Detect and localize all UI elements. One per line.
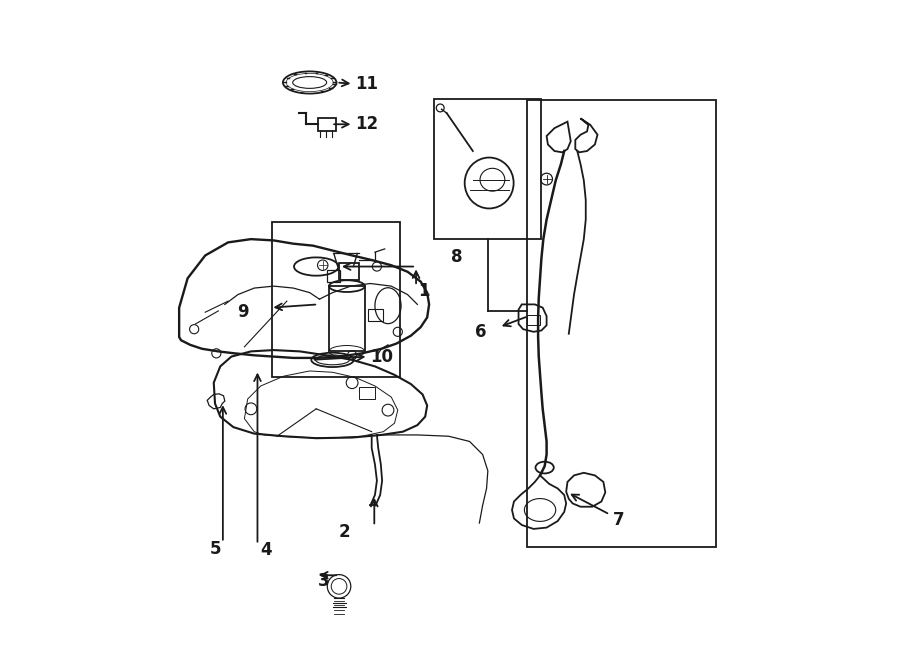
Text: 5: 5: [210, 540, 220, 558]
Bar: [434, 98, 542, 239]
Bar: [368, 309, 382, 321]
Bar: [527, 100, 716, 547]
Text: 12: 12: [356, 115, 379, 134]
Bar: [273, 222, 400, 377]
Bar: [328, 270, 340, 282]
Text: 11: 11: [356, 75, 378, 93]
Bar: [358, 387, 375, 399]
Text: 7: 7: [613, 511, 625, 529]
Bar: [329, 286, 365, 352]
Text: 6: 6: [475, 323, 487, 341]
Text: 10: 10: [371, 348, 393, 366]
Bar: [339, 263, 358, 280]
Text: 2: 2: [338, 523, 350, 541]
Text: 4: 4: [260, 541, 272, 559]
Text: 8: 8: [451, 249, 463, 266]
Bar: [527, 315, 540, 325]
Text: 1: 1: [418, 282, 430, 300]
Text: 3: 3: [318, 572, 329, 590]
Text: 9: 9: [238, 303, 249, 321]
Bar: [319, 118, 337, 131]
